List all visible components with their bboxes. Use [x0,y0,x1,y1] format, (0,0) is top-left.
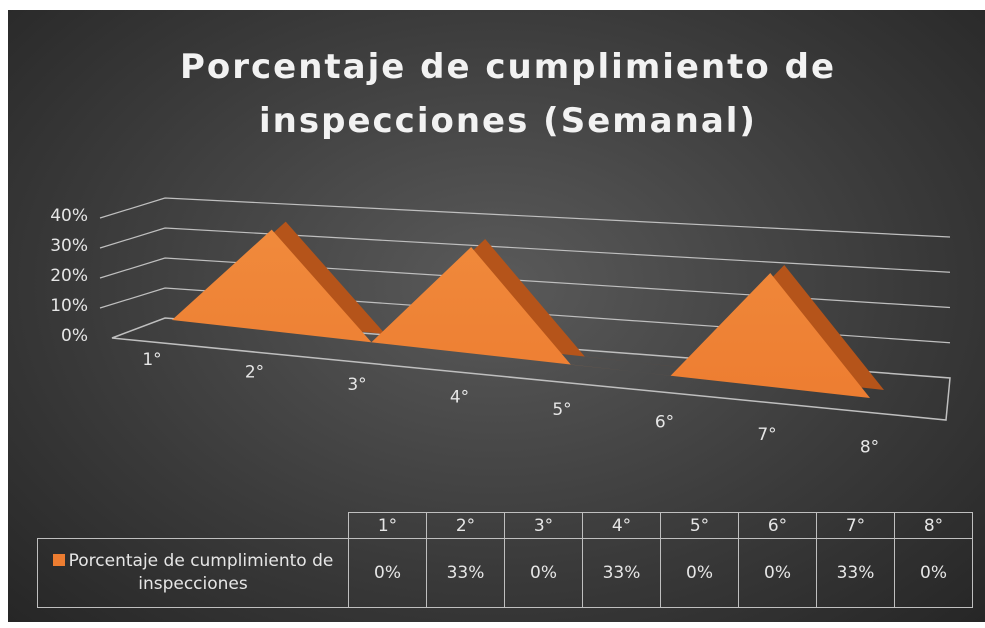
y-tick-label: 30% [50,236,88,256]
x-tick-label: 8° [860,438,879,458]
x-tick-label: 4° [450,388,469,408]
legend-swatch [52,554,65,566]
x-tick-label: 1° [142,350,161,370]
grid-line [99,257,951,309]
data-table: 1° 2° 3° 4° 5° 6° 7° 8° Porcentaje de cumplimie… [37,512,973,608]
x-tick-label: 2° [245,363,264,383]
table-cell: 0% [348,538,427,608]
y-tick-label: 40% [50,206,88,226]
area [172,229,870,398]
table-header-cell: 6° [738,512,817,539]
table-cell: 33% [816,538,895,608]
table-header-cell: 4° [582,512,661,539]
floor [111,317,951,421]
table-header: 1° 2° 3° 4° 5° 6° 7° 8° [37,512,973,539]
table-cell: 33% [582,538,661,608]
table-header-cell: 3° [504,512,583,539]
x-tick-label: 6° [655,413,674,433]
table-header-cell: 1° [348,512,427,539]
x-tick-label: 3° [347,375,366,395]
table-header-cell: 8° [894,512,973,539]
table-cell: 0% [738,538,817,608]
x-tick-label: 5° [552,400,571,420]
legend-cell: Porcentaje de cumplimiento de inspeccion… [37,538,349,608]
table-header-cell: 5° [660,512,739,539]
y-tick-label: 0% [61,326,88,346]
table-header-cell: 2° [426,512,505,539]
table-cell: 33% [426,538,505,608]
plot: 0% 10% 20% 30% 40% 1° 2° 3° 4° 5° 6° 7° 8° [50,197,951,458]
table-cell: 0% [504,538,583,608]
blank-cell [37,512,349,539]
y-tick-label: 20% [50,266,88,286]
grid-line [99,287,951,344]
legend-label: Porcentaje de cumplimiento de inspeccion… [68,551,334,594]
table-header-cell: 7° [816,512,895,539]
chart: 0% 10% 20% 30% 40% 1° 2° 3° 4° 5° 6° 7° 8° Porcentaj… [8,10,985,622]
grid-line [99,197,951,238]
table-row: Porcentaje de cumplimiento de inspeccion… [37,538,973,608]
y-tick-label: 10% [50,296,88,316]
chart-title: Porcentaje de cumplimiento de inspeccion… [179,47,837,141]
grid-line [99,227,951,273]
table-cell: 0% [660,538,739,608]
table-cell: 0% [894,538,973,608]
x-tick-label: 7° [757,425,776,445]
